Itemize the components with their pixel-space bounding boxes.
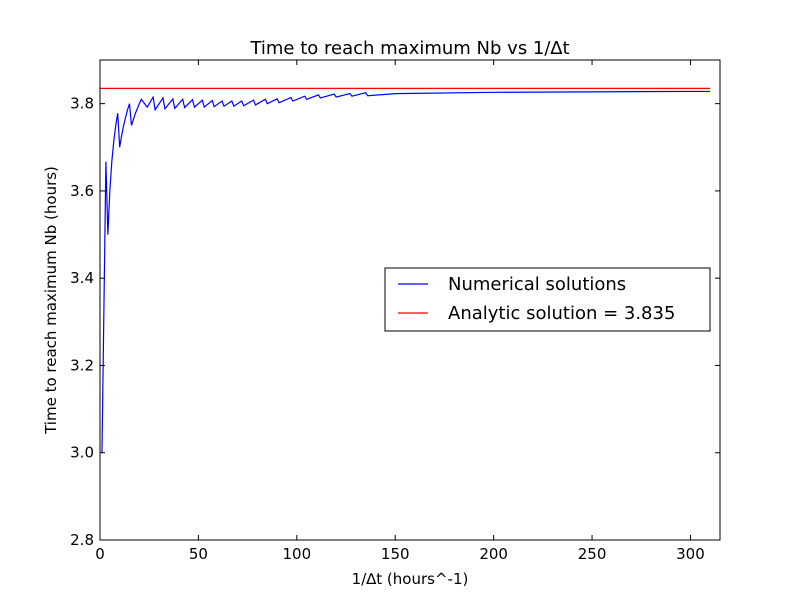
y-tick-label: 3.6 xyxy=(70,182,94,200)
legend: Numerical solutions Analytic solution = … xyxy=(384,267,711,332)
y-axis-label: Time to reach maximum Nb (hours) xyxy=(42,166,60,435)
y-tick-label: 3.0 xyxy=(70,444,94,462)
y-axis: 2.8 3.0 3.2 3.4 3.6 3.8 xyxy=(70,95,720,549)
legend-label-analytic: Analytic solution = 3.835 xyxy=(448,303,675,324)
x-tick-label: 0 xyxy=(95,545,105,563)
legend-box xyxy=(384,267,711,332)
plot-area xyxy=(100,87,711,453)
legend-label-numerical: Numerical solutions xyxy=(448,274,626,295)
x-tick-label: 300 xyxy=(676,545,705,563)
x-tick-label: 150 xyxy=(381,545,410,563)
y-tick-label: 3.4 xyxy=(70,269,94,287)
y-tick-label: 3.2 xyxy=(70,356,94,374)
y-tick-label: 2.8 xyxy=(70,531,94,549)
x-axis: 0 50 100 150 200 250 300 xyxy=(95,60,705,563)
x-tick-label: 200 xyxy=(479,545,508,563)
x-tick-label: 50 xyxy=(189,545,208,563)
plot-frame xyxy=(99,59,721,541)
x-tick-label: 250 xyxy=(578,545,607,563)
chart-title: Time to reach maximum Nb vs 1/∆t xyxy=(249,38,569,59)
x-tick-label: 100 xyxy=(283,545,312,563)
y-tick-label: 3.8 xyxy=(70,95,94,113)
x-axis-label: 1/∆t (hours^-1) xyxy=(352,570,469,588)
series-line-numerical xyxy=(101,90,711,453)
